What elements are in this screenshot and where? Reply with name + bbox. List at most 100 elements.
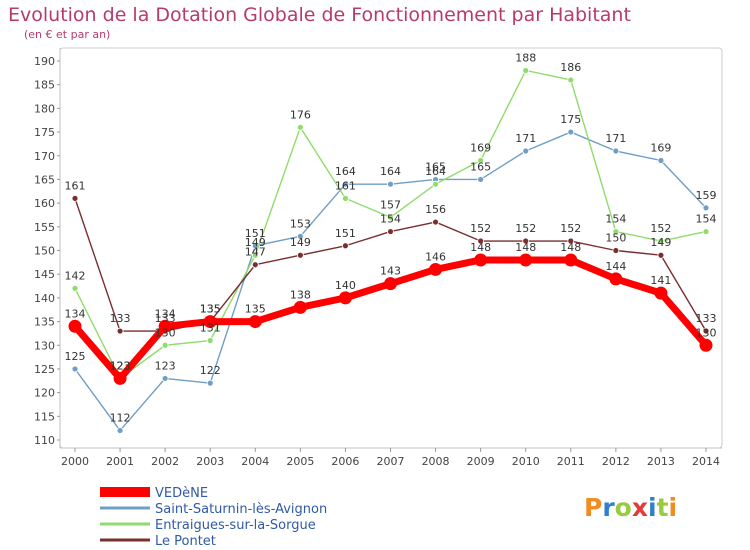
series-point bbox=[699, 338, 713, 352]
data-label: 154 bbox=[605, 213, 626, 226]
data-label: 138 bbox=[290, 288, 311, 301]
data-label: 112 bbox=[110, 412, 131, 425]
series-point bbox=[387, 213, 394, 221]
data-label: 154 bbox=[696, 213, 717, 226]
series-point bbox=[564, 253, 578, 267]
x-tick-label: 2000 bbox=[61, 455, 89, 468]
legend-swatch bbox=[100, 538, 150, 542]
data-label: 123 bbox=[110, 359, 131, 372]
x-tick-label: 2013 bbox=[647, 455, 675, 468]
x-tick-label: 2007 bbox=[377, 455, 405, 468]
data-label: 140 bbox=[335, 279, 356, 292]
data-label: 159 bbox=[696, 189, 717, 202]
data-label: 133 bbox=[155, 312, 176, 325]
legend-swatch bbox=[100, 522, 150, 526]
series-point bbox=[71, 365, 79, 373]
data-label: 152 bbox=[470, 222, 491, 235]
data-label: 171 bbox=[605, 132, 626, 145]
series-point bbox=[203, 315, 217, 329]
data-label: 135 bbox=[200, 303, 221, 316]
series-point bbox=[519, 253, 533, 267]
series-point bbox=[387, 228, 394, 235]
chart-subtitle: (en € et par an) bbox=[24, 28, 111, 41]
legend-label: Le Pontet bbox=[155, 534, 216, 549]
series-point bbox=[206, 337, 214, 344]
data-label: 143 bbox=[380, 265, 401, 278]
data-label: 149 bbox=[245, 236, 266, 249]
data-label: 157 bbox=[380, 198, 401, 211]
data-label: 151 bbox=[245, 227, 266, 240]
y-tick-label: 130 bbox=[34, 339, 55, 352]
data-label: 152 bbox=[515, 222, 536, 235]
series-point bbox=[474, 253, 488, 267]
data-label: 133 bbox=[110, 312, 131, 325]
series-point bbox=[657, 251, 665, 259]
x-tick-label: 2001 bbox=[106, 455, 134, 468]
data-label: 148 bbox=[560, 241, 581, 254]
data-label: 123 bbox=[155, 359, 176, 372]
x-tick-label: 2008 bbox=[422, 455, 450, 468]
data-label: 169 bbox=[650, 141, 671, 154]
series-point bbox=[296, 232, 304, 240]
y-tick-label: 170 bbox=[34, 150, 55, 163]
data-label: 135 bbox=[245, 303, 266, 316]
data-label: 131 bbox=[200, 322, 221, 335]
series-point bbox=[161, 341, 169, 349]
legend-label: Entraigues-sur-la-Sorgue bbox=[155, 518, 316, 533]
y-tick-label: 160 bbox=[34, 197, 55, 210]
series-point bbox=[342, 242, 349, 250]
data-label: 151 bbox=[335, 227, 356, 240]
data-label: 176 bbox=[290, 108, 311, 121]
x-tick-label: 2002 bbox=[151, 455, 179, 468]
series-point bbox=[477, 237, 485, 245]
y-tick-label: 165 bbox=[34, 173, 55, 186]
data-label: 135 bbox=[200, 303, 221, 316]
series-point bbox=[657, 157, 665, 164]
x-tick-label: 2009 bbox=[467, 455, 495, 468]
series-point bbox=[68, 319, 82, 333]
series-point bbox=[387, 180, 394, 188]
series-point bbox=[612, 147, 620, 155]
x-tick-label: 2014 bbox=[692, 455, 720, 468]
proxiti-logo: Proxiti bbox=[584, 493, 677, 522]
series-point bbox=[567, 76, 575, 84]
series-point bbox=[522, 237, 530, 245]
series-point bbox=[113, 371, 127, 385]
data-label: 164 bbox=[425, 165, 446, 178]
data-label: 134 bbox=[65, 307, 86, 320]
data-label: 149 bbox=[290, 236, 311, 249]
series-point bbox=[702, 327, 710, 335]
series-point bbox=[248, 315, 262, 329]
data-label: 130 bbox=[155, 326, 176, 339]
series-point bbox=[158, 319, 172, 333]
series-point bbox=[522, 147, 530, 155]
data-label: 148 bbox=[515, 241, 536, 254]
data-label: 130 bbox=[696, 326, 717, 339]
y-tick-label: 140 bbox=[34, 292, 55, 305]
series-point bbox=[612, 228, 620, 235]
data-label: 148 bbox=[470, 241, 491, 254]
x-tick-label: 2012 bbox=[602, 455, 630, 468]
series-point bbox=[522, 67, 530, 74]
series-point bbox=[71, 284, 79, 292]
data-label: 153 bbox=[290, 217, 311, 230]
data-label: 161 bbox=[335, 179, 356, 192]
series-point bbox=[161, 375, 169, 382]
series-point bbox=[567, 237, 575, 245]
data-label: 164 bbox=[380, 165, 401, 178]
series-point bbox=[206, 379, 214, 387]
x-tick-label: 2011 bbox=[557, 455, 585, 468]
data-label: 165 bbox=[425, 160, 446, 173]
legend-swatch bbox=[100, 487, 150, 497]
x-tick-label: 2006 bbox=[331, 455, 359, 468]
data-label: 134 bbox=[155, 307, 176, 320]
x-tick-label: 2005 bbox=[286, 455, 314, 468]
y-tick-label: 185 bbox=[34, 79, 55, 92]
series-point bbox=[477, 176, 485, 183]
series-point bbox=[432, 218, 439, 226]
series-point bbox=[116, 327, 124, 335]
series-point bbox=[612, 247, 620, 254]
data-label: 156 bbox=[425, 203, 446, 216]
